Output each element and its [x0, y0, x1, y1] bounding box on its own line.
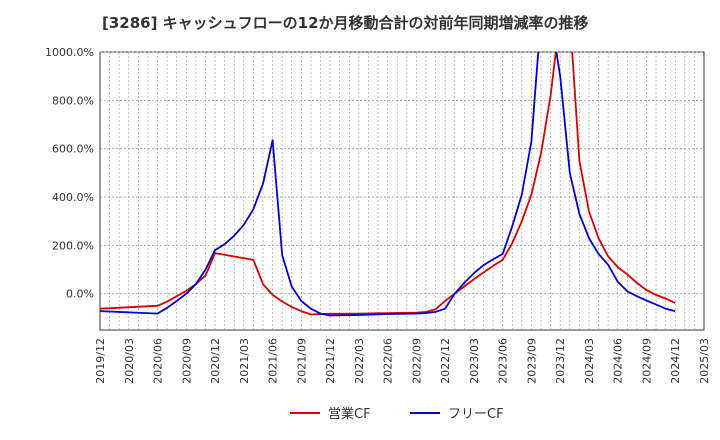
- x-tick-label: 2019/12: [94, 338, 107, 384]
- x-tick-label: 2021/12: [324, 338, 337, 384]
- x-tick-label: 2024/12: [669, 338, 682, 384]
- x-tick-label: 2023/09: [525, 338, 538, 384]
- x-tick-label: 2020/03: [123, 338, 136, 384]
- y-tick-label: 600.0%: [52, 143, 94, 156]
- x-tick-label: 2021/06: [267, 338, 280, 384]
- x-tick-label: 2025/03: [698, 338, 711, 384]
- x-tick-label: 2024/03: [583, 338, 596, 384]
- x-tick-label: 2023/03: [468, 338, 481, 384]
- y-tick-label: 200.0%: [52, 239, 94, 252]
- x-tick-label: 2022/12: [439, 338, 452, 384]
- legend-label: 営業CF: [328, 406, 371, 422]
- x-tick-label: 2023/06: [497, 338, 510, 384]
- x-tick-label: 2020/12: [209, 338, 222, 384]
- x-tick-label: 2021/09: [295, 338, 308, 384]
- y-tick-label: 400.0%: [52, 191, 94, 204]
- y-tick-label: 1000.0%: [45, 46, 94, 59]
- x-tick-label: 2023/12: [554, 338, 567, 384]
- x-tick-label: 2022/06: [382, 338, 395, 384]
- x-tick-label: 2020/09: [180, 338, 193, 384]
- legend-label: フリーCF: [448, 407, 504, 422]
- x-tick-label: 2024/06: [612, 338, 625, 384]
- y-tick-label: 800.0%: [52, 94, 94, 107]
- x-tick-label: 2022/09: [410, 338, 423, 384]
- x-tick-label: 2024/09: [640, 338, 653, 384]
- x-tick-label: 2021/03: [238, 338, 251, 384]
- x-tick-label: 2020/06: [152, 338, 165, 384]
- y-tick-label: 0.0%: [66, 288, 94, 301]
- series-line-free-cf: [100, 52, 676, 317]
- x-tick-label: 2022/03: [353, 338, 366, 384]
- plot-border: [99, 51, 705, 331]
- chart-title: [3286] キャッシュフローの12か月移動合計の対前年同期増減率の推移: [102, 14, 589, 32]
